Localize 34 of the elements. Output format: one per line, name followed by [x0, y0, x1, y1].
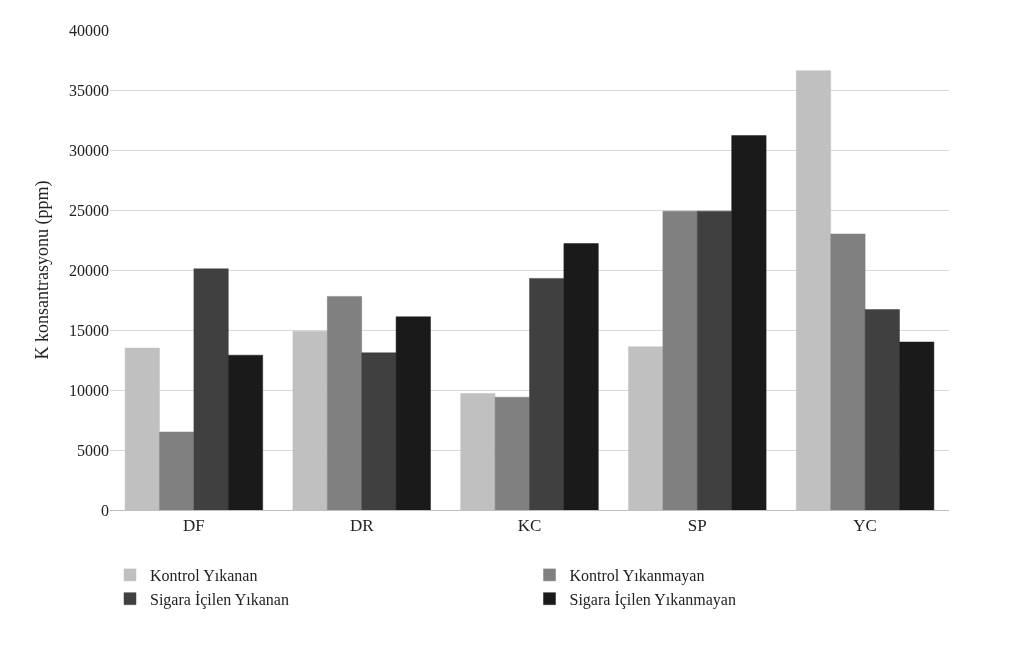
bar [529, 278, 565, 510]
y-tick-label: 15000 [69, 321, 109, 339]
bar [731, 135, 767, 510]
bar [899, 341, 935, 510]
bar [864, 309, 900, 510]
y-tick-label: 0 [101, 501, 109, 519]
bar [662, 210, 698, 510]
bar [327, 296, 362, 510]
legend-label: Sigara İçilen Yıkanan [150, 590, 289, 609]
bar [361, 352, 397, 510]
y-tick-label: 20000 [69, 261, 109, 279]
legend-label: Sigara İçilen Yıkanmayan [569, 590, 736, 609]
bar [228, 354, 263, 510]
bar [494, 396, 530, 510]
bar [395, 316, 431, 510]
y-axis-title: K konsantrasyonu (ppm) [32, 180, 54, 360]
x-tick-label: YC [853, 516, 877, 536]
bar [563, 243, 599, 510]
y-tick-label: 30000 [69, 141, 109, 159]
legend-label: Kontrol Yıkanmayan [569, 567, 705, 586]
bar [697, 210, 732, 510]
y-tick-label: 5000 [77, 441, 109, 459]
y-tick-label: 25000 [69, 201, 109, 219]
y-tick-label: 10000 [69, 381, 109, 399]
y-tick-label: 35000 [69, 81, 109, 99]
x-tick-label: KC [517, 516, 542, 536]
x-tick-label: SP [687, 516, 707, 536]
bar [193, 268, 229, 510]
bar [159, 431, 195, 510]
x-tick-label: DR [349, 516, 375, 536]
y-tick-label: 40000 [69, 21, 109, 39]
x-tick-label: DF [183, 516, 205, 536]
legend-label: Kontrol Yıkanan [150, 567, 258, 585]
bar [830, 233, 866, 510]
